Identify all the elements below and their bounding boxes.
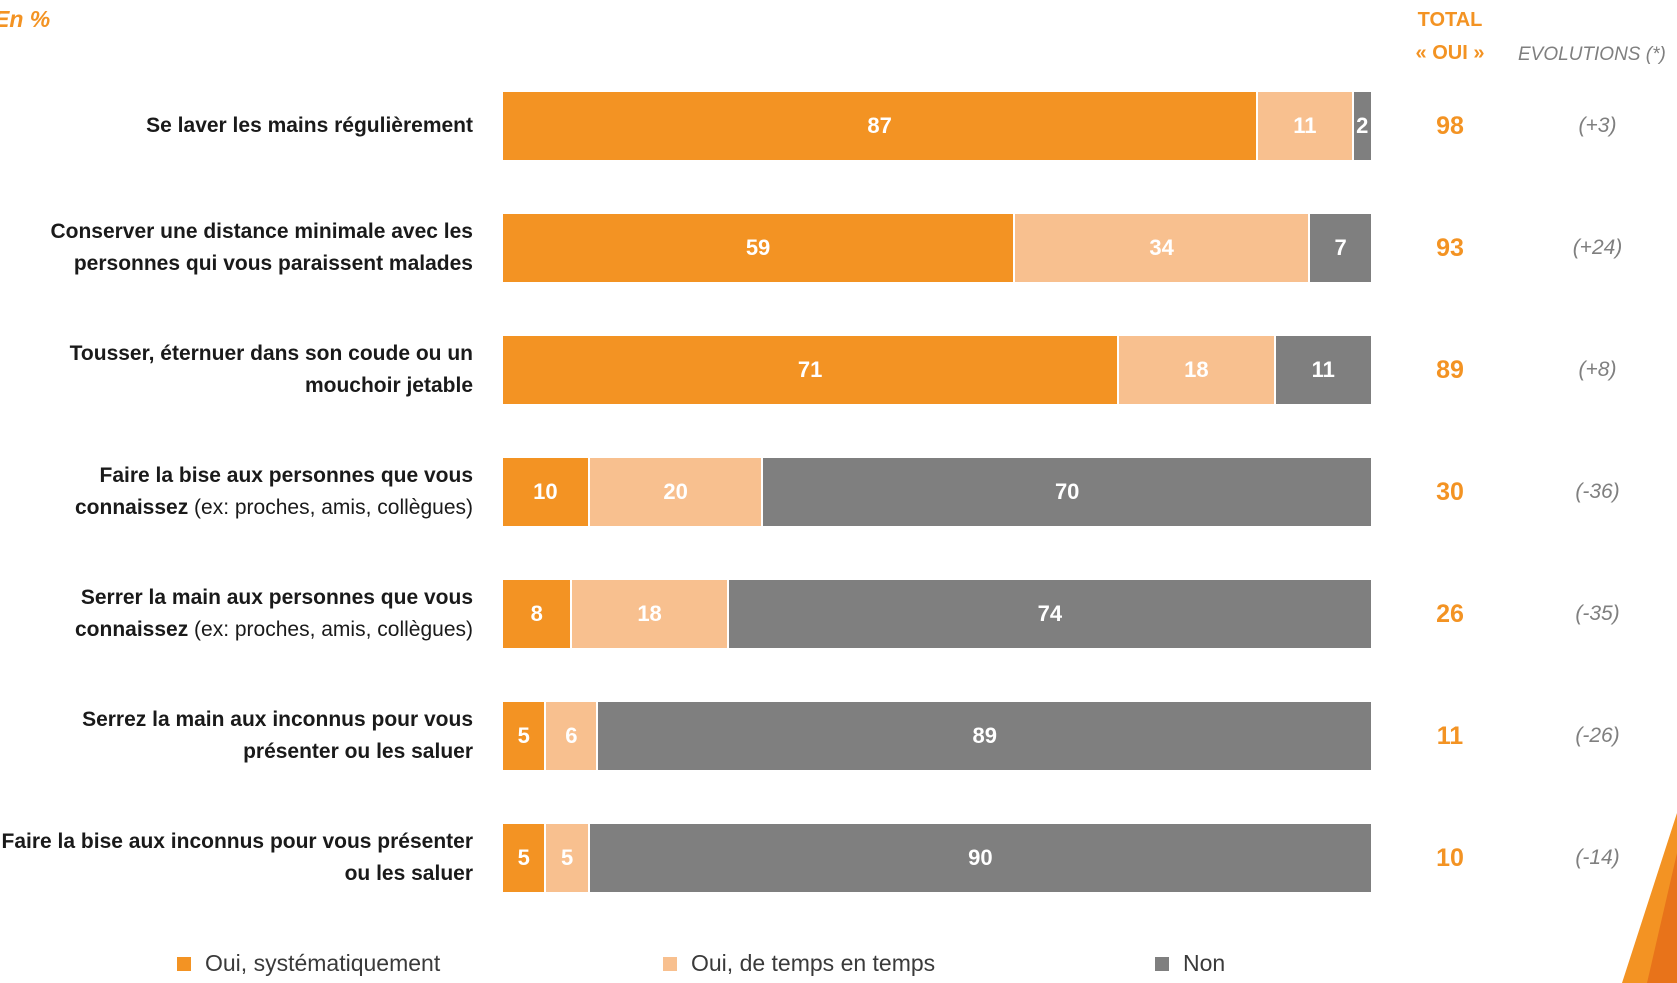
segment-value-label: 59 — [745, 235, 771, 260]
evolutions-header: EVOLUTIONS (*) — [1518, 44, 1666, 65]
row-label-bold: Faire la bise aux inconnus pour vous pré… — [1, 830, 473, 885]
segment-value-label: 2 — [1356, 113, 1369, 138]
chart-legend: Oui, systématiquement Oui, de temps en t… — [0, 950, 1677, 980]
segment-value-label: 5 — [560, 845, 574, 870]
evolution-value: (+3) — [1578, 114, 1617, 137]
segment-sometimes: 5 — [546, 824, 590, 892]
row-label-detail: (ex: proches, amis, collègues) — [188, 496, 473, 519]
legend-swatch-systematic — [177, 956, 191, 971]
row-label-bold: Tousser, éternuer dans son coude ou un m… — [69, 342, 473, 397]
evolution-value: (-14) — [1575, 846, 1620, 869]
bar-row: 71 18 11 — [503, 336, 1371, 404]
legend-item-sometimes: Oui, de temps en temps — [663, 950, 935, 977]
evolution-value: (-26) — [1575, 724, 1620, 747]
segment-sometimes: 20 — [589, 458, 764, 526]
row-label: Faire la bise aux personnes que vous con… — [0, 460, 473, 524]
row-label: Serrez la main aux inconnus pour vous pr… — [0, 704, 473, 768]
legend-item-no: Non — [1155, 950, 1225, 977]
total-oui-value: 26 — [1436, 600, 1464, 628]
evolution-value: (+24) — [1572, 236, 1623, 259]
row-label: Serrer la main aux personnes que vous co… — [0, 582, 473, 646]
segment-value-label: 70 — [1054, 479, 1080, 504]
row-label: Conserver une distance minimale avec les… — [0, 216, 473, 280]
segment-systematic: 59 — [503, 214, 1016, 282]
bar-row: 87 11 2 — [503, 92, 1371, 160]
legend-swatch-sometimes — [663, 956, 677, 971]
segment-systematic: 10 — [503, 458, 590, 526]
row-label-bold: Serrer la main aux personnes que vous co… — [74, 586, 473, 641]
row-label: Tousser, éternuer dans son coude ou un m… — [0, 338, 473, 402]
total-header-line1: TOTAL — [1417, 9, 1483, 31]
segment-value-label: 90 — [968, 845, 993, 870]
total-oui-value: 10 — [1436, 844, 1464, 872]
segment-systematic: 5 — [503, 702, 547, 770]
legend-label-sometimes: Oui, de temps en temps — [691, 950, 936, 976]
segment-value-label: 11 — [1311, 357, 1335, 382]
row-label: Faire la bise aux inconnus pour vous pré… — [0, 826, 473, 890]
segment-no: 11 — [1275, 336, 1371, 404]
total-header-line2: « OUI » — [1415, 42, 1485, 64]
segment-no: 7 — [1310, 214, 1371, 282]
segment-value-label: 7 — [1334, 235, 1347, 260]
bar-row: 10 20 70 — [503, 458, 1371, 526]
segment-value-label: 34 — [1149, 235, 1174, 260]
segment-sometimes: 6 — [546, 702, 599, 770]
total-oui-value: 93 — [1436, 234, 1464, 262]
bar-row: 59 34 7 — [503, 214, 1371, 282]
evolution-value: (+8) — [1578, 358, 1617, 381]
segment-no: 90 — [589, 824, 1371, 892]
unit-note: En % — [0, 6, 51, 32]
bar-row: 5 6 89 — [503, 702, 1371, 770]
legend-label-systematic: Oui, systématiquement — [205, 950, 441, 976]
total-oui-value: 98 — [1436, 112, 1464, 140]
legend-swatch-no — [1155, 956, 1169, 971]
legend-item-systematic: Oui, systématiquement — [177, 950, 440, 977]
segment-value-label: 74 — [1037, 601, 1063, 626]
segment-systematic: 71 — [503, 336, 1120, 404]
segment-value-label: 8 — [530, 601, 543, 626]
segment-sometimes: 11 — [1258, 92, 1354, 160]
segment-value-label: 5 — [517, 723, 530, 748]
segment-sometimes: 34 — [1015, 214, 1311, 282]
segment-value-label: 89 — [972, 723, 997, 748]
segment-value-label: 6 — [565, 723, 578, 748]
segment-systematic: 87 — [503, 92, 1259, 160]
evolution-value: (-36) — [1575, 480, 1620, 503]
bar-row: 8 18 74 — [503, 580, 1371, 648]
segment-systematic: 8 — [503, 580, 573, 648]
segment-value-label: 20 — [663, 479, 688, 504]
segment-no: 74 — [728, 580, 1371, 648]
total-oui-value: 89 — [1436, 356, 1464, 384]
row-label-detail: (ex: proches, amis, collègues) — [188, 618, 473, 641]
total-oui-value: 11 — [1436, 722, 1464, 750]
total-oui-value: 30 — [1436, 478, 1464, 506]
row-label-bold: Conserver une distance minimale avec les… — [50, 220, 473, 275]
segment-sometimes: 18 — [572, 580, 729, 648]
segment-no: 70 — [763, 458, 1371, 526]
segment-value-label: 71 — [797, 357, 823, 382]
segment-sometimes: 18 — [1119, 336, 1276, 404]
segment-value-label: 87 — [867, 113, 892, 138]
row-label: Se laver les mains régulièrement — [0, 110, 473, 142]
corner-decoration — [1622, 813, 1677, 983]
segment-systematic: 5 — [503, 824, 547, 892]
row-label-bold: Serrez la main aux inconnus pour vous pr… — [82, 708, 473, 763]
segment-value-label: 11 — [1293, 113, 1317, 138]
segment-no: 2 — [1353, 92, 1371, 160]
row-label-bold: Se laver les mains régulièrement — [146, 114, 473, 137]
segment-value-label: 18 — [1184, 357, 1209, 382]
segment-value-label: 18 — [637, 601, 662, 626]
row-label-bold: Faire la bise aux personnes que vous con… — [74, 464, 473, 519]
segment-value-label: 5 — [517, 845, 530, 870]
bar-row: 5 5 90 — [503, 824, 1371, 892]
segment-no: 89 — [598, 702, 1371, 770]
evolution-value: (-35) — [1575, 602, 1620, 625]
legend-label-no: Non — [1183, 950, 1226, 976]
segment-value-label: 10 — [533, 479, 558, 504]
